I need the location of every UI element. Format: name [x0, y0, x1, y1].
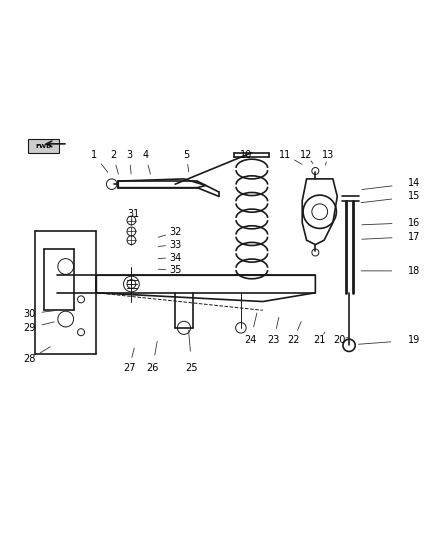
- Circle shape: [127, 216, 136, 225]
- Text: 13: 13: [321, 150, 334, 160]
- Text: 14: 14: [408, 178, 420, 188]
- Text: 32: 32: [169, 228, 181, 237]
- Text: 2: 2: [110, 150, 116, 160]
- Text: 25: 25: [186, 363, 198, 373]
- Text: 31: 31: [127, 209, 140, 219]
- Text: 5: 5: [183, 150, 189, 160]
- Text: 24: 24: [244, 335, 257, 345]
- Text: 28: 28: [24, 354, 36, 365]
- Text: 21: 21: [314, 335, 326, 345]
- Text: 23: 23: [268, 335, 280, 345]
- Circle shape: [78, 296, 85, 303]
- Text: 11: 11: [279, 150, 292, 160]
- FancyBboxPatch shape: [28, 140, 59, 152]
- Text: 4: 4: [142, 150, 148, 160]
- Text: FWD: FWD: [35, 143, 52, 149]
- Text: 1: 1: [91, 150, 97, 160]
- Text: 22: 22: [287, 335, 300, 345]
- Text: 34: 34: [169, 253, 181, 263]
- Text: 18: 18: [408, 266, 420, 276]
- Text: 10: 10: [240, 150, 252, 160]
- Circle shape: [78, 329, 85, 336]
- Text: 26: 26: [146, 363, 159, 373]
- Text: 17: 17: [408, 232, 420, 242]
- Text: 33: 33: [169, 240, 181, 249]
- Text: 30: 30: [24, 309, 36, 319]
- Text: 3: 3: [126, 150, 132, 160]
- Text: 15: 15: [408, 191, 420, 201]
- Text: 20: 20: [333, 335, 346, 345]
- Circle shape: [127, 236, 136, 245]
- Text: 29: 29: [24, 323, 36, 333]
- Text: 16: 16: [408, 217, 420, 228]
- Text: 27: 27: [123, 363, 135, 373]
- Text: 19: 19: [408, 335, 420, 345]
- Text: 12: 12: [300, 150, 313, 160]
- Circle shape: [127, 227, 136, 236]
- Text: 35: 35: [169, 265, 181, 275]
